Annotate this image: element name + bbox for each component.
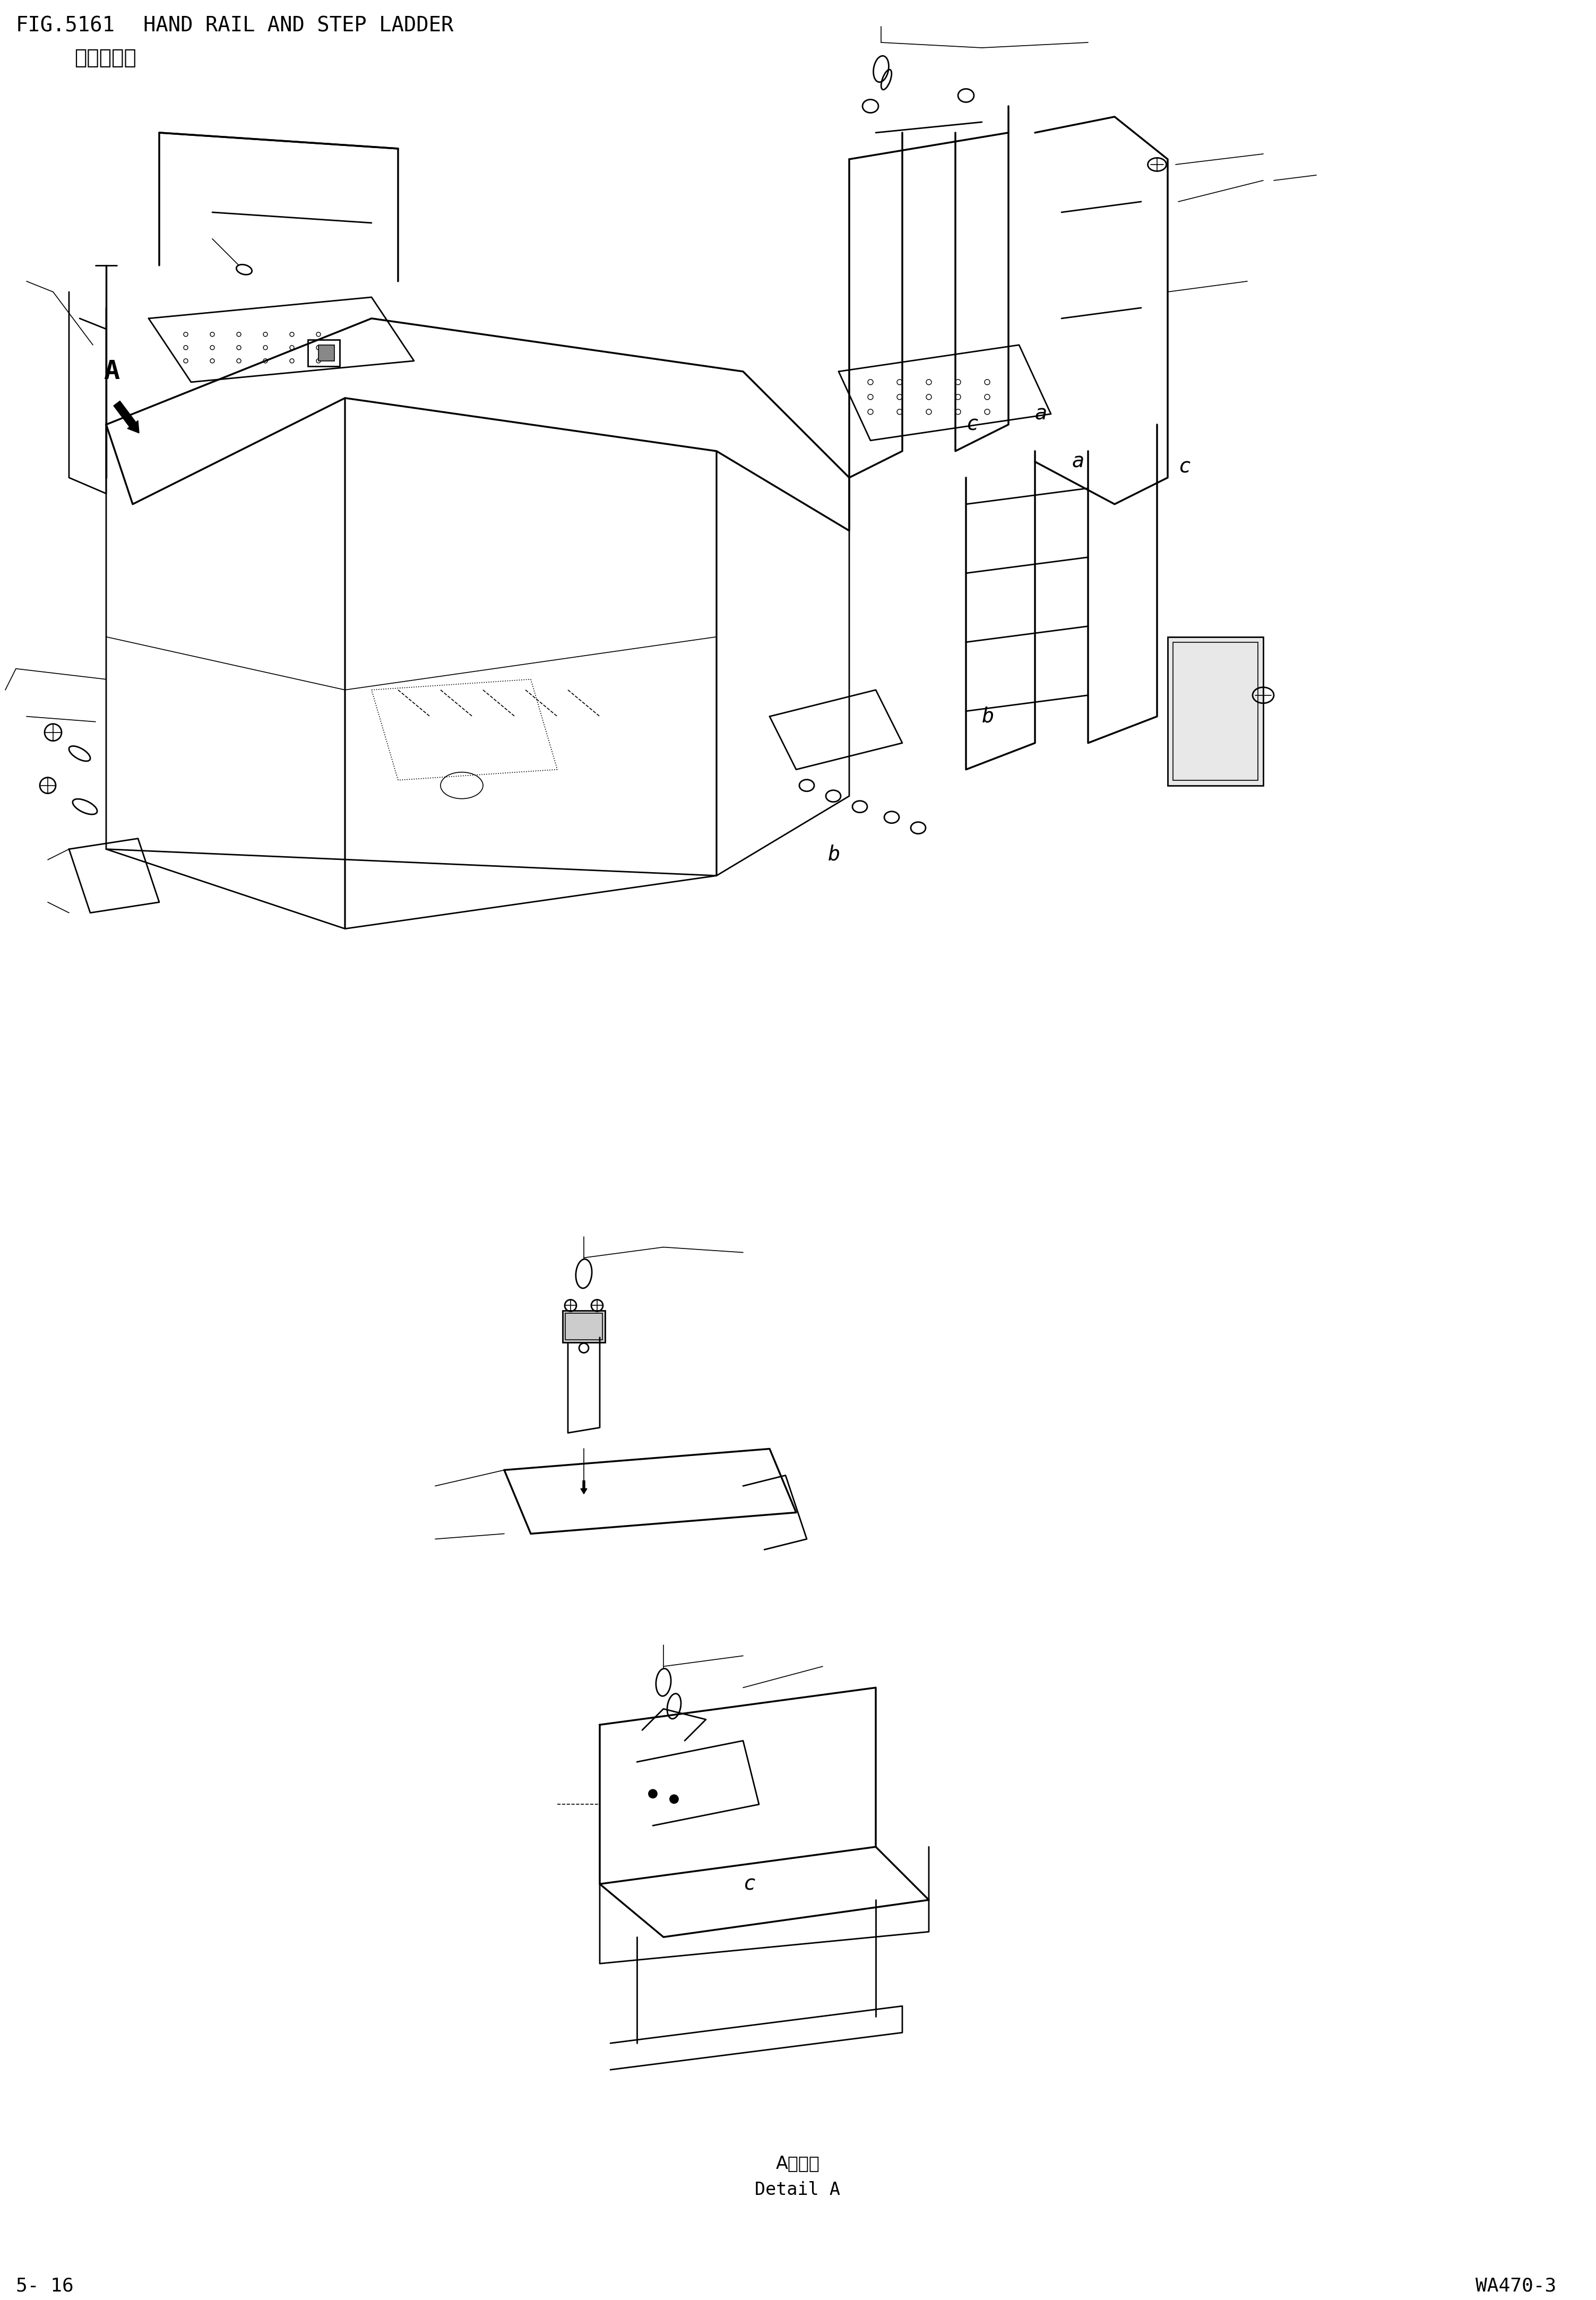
Bar xyxy=(565,1313,602,1341)
Text: a: a xyxy=(1034,405,1047,423)
FancyArrow shape xyxy=(113,400,139,432)
FancyArrow shape xyxy=(581,1481,587,1495)
Text: Detail A: Detail A xyxy=(755,2180,841,2199)
Text: c: c xyxy=(1178,458,1191,476)
Ellipse shape xyxy=(650,1789,658,1799)
Text: b: b xyxy=(828,844,841,865)
Text: A部详细: A部详细 xyxy=(776,2155,820,2171)
Text: a: a xyxy=(1073,451,1085,472)
Text: c: c xyxy=(966,414,978,435)
Text: FIG.5161: FIG.5161 xyxy=(16,16,115,37)
Text: HAND RAIL AND STEP LADDER: HAND RAIL AND STEP LADDER xyxy=(144,16,453,37)
Text: 扶手和梯子: 扶手和梯子 xyxy=(75,48,136,69)
Bar xyxy=(1173,642,1258,780)
Text: b: b xyxy=(982,706,994,727)
Bar xyxy=(319,345,335,361)
Ellipse shape xyxy=(670,1794,678,1803)
Text: A: A xyxy=(104,359,120,384)
Bar xyxy=(1168,637,1262,784)
Text: WA470-3: WA470-3 xyxy=(1476,2277,1556,2295)
Bar xyxy=(308,340,340,366)
Text: c: c xyxy=(744,1875,755,1895)
Bar xyxy=(563,1311,605,1343)
Text: 5- 16: 5- 16 xyxy=(16,2277,73,2295)
